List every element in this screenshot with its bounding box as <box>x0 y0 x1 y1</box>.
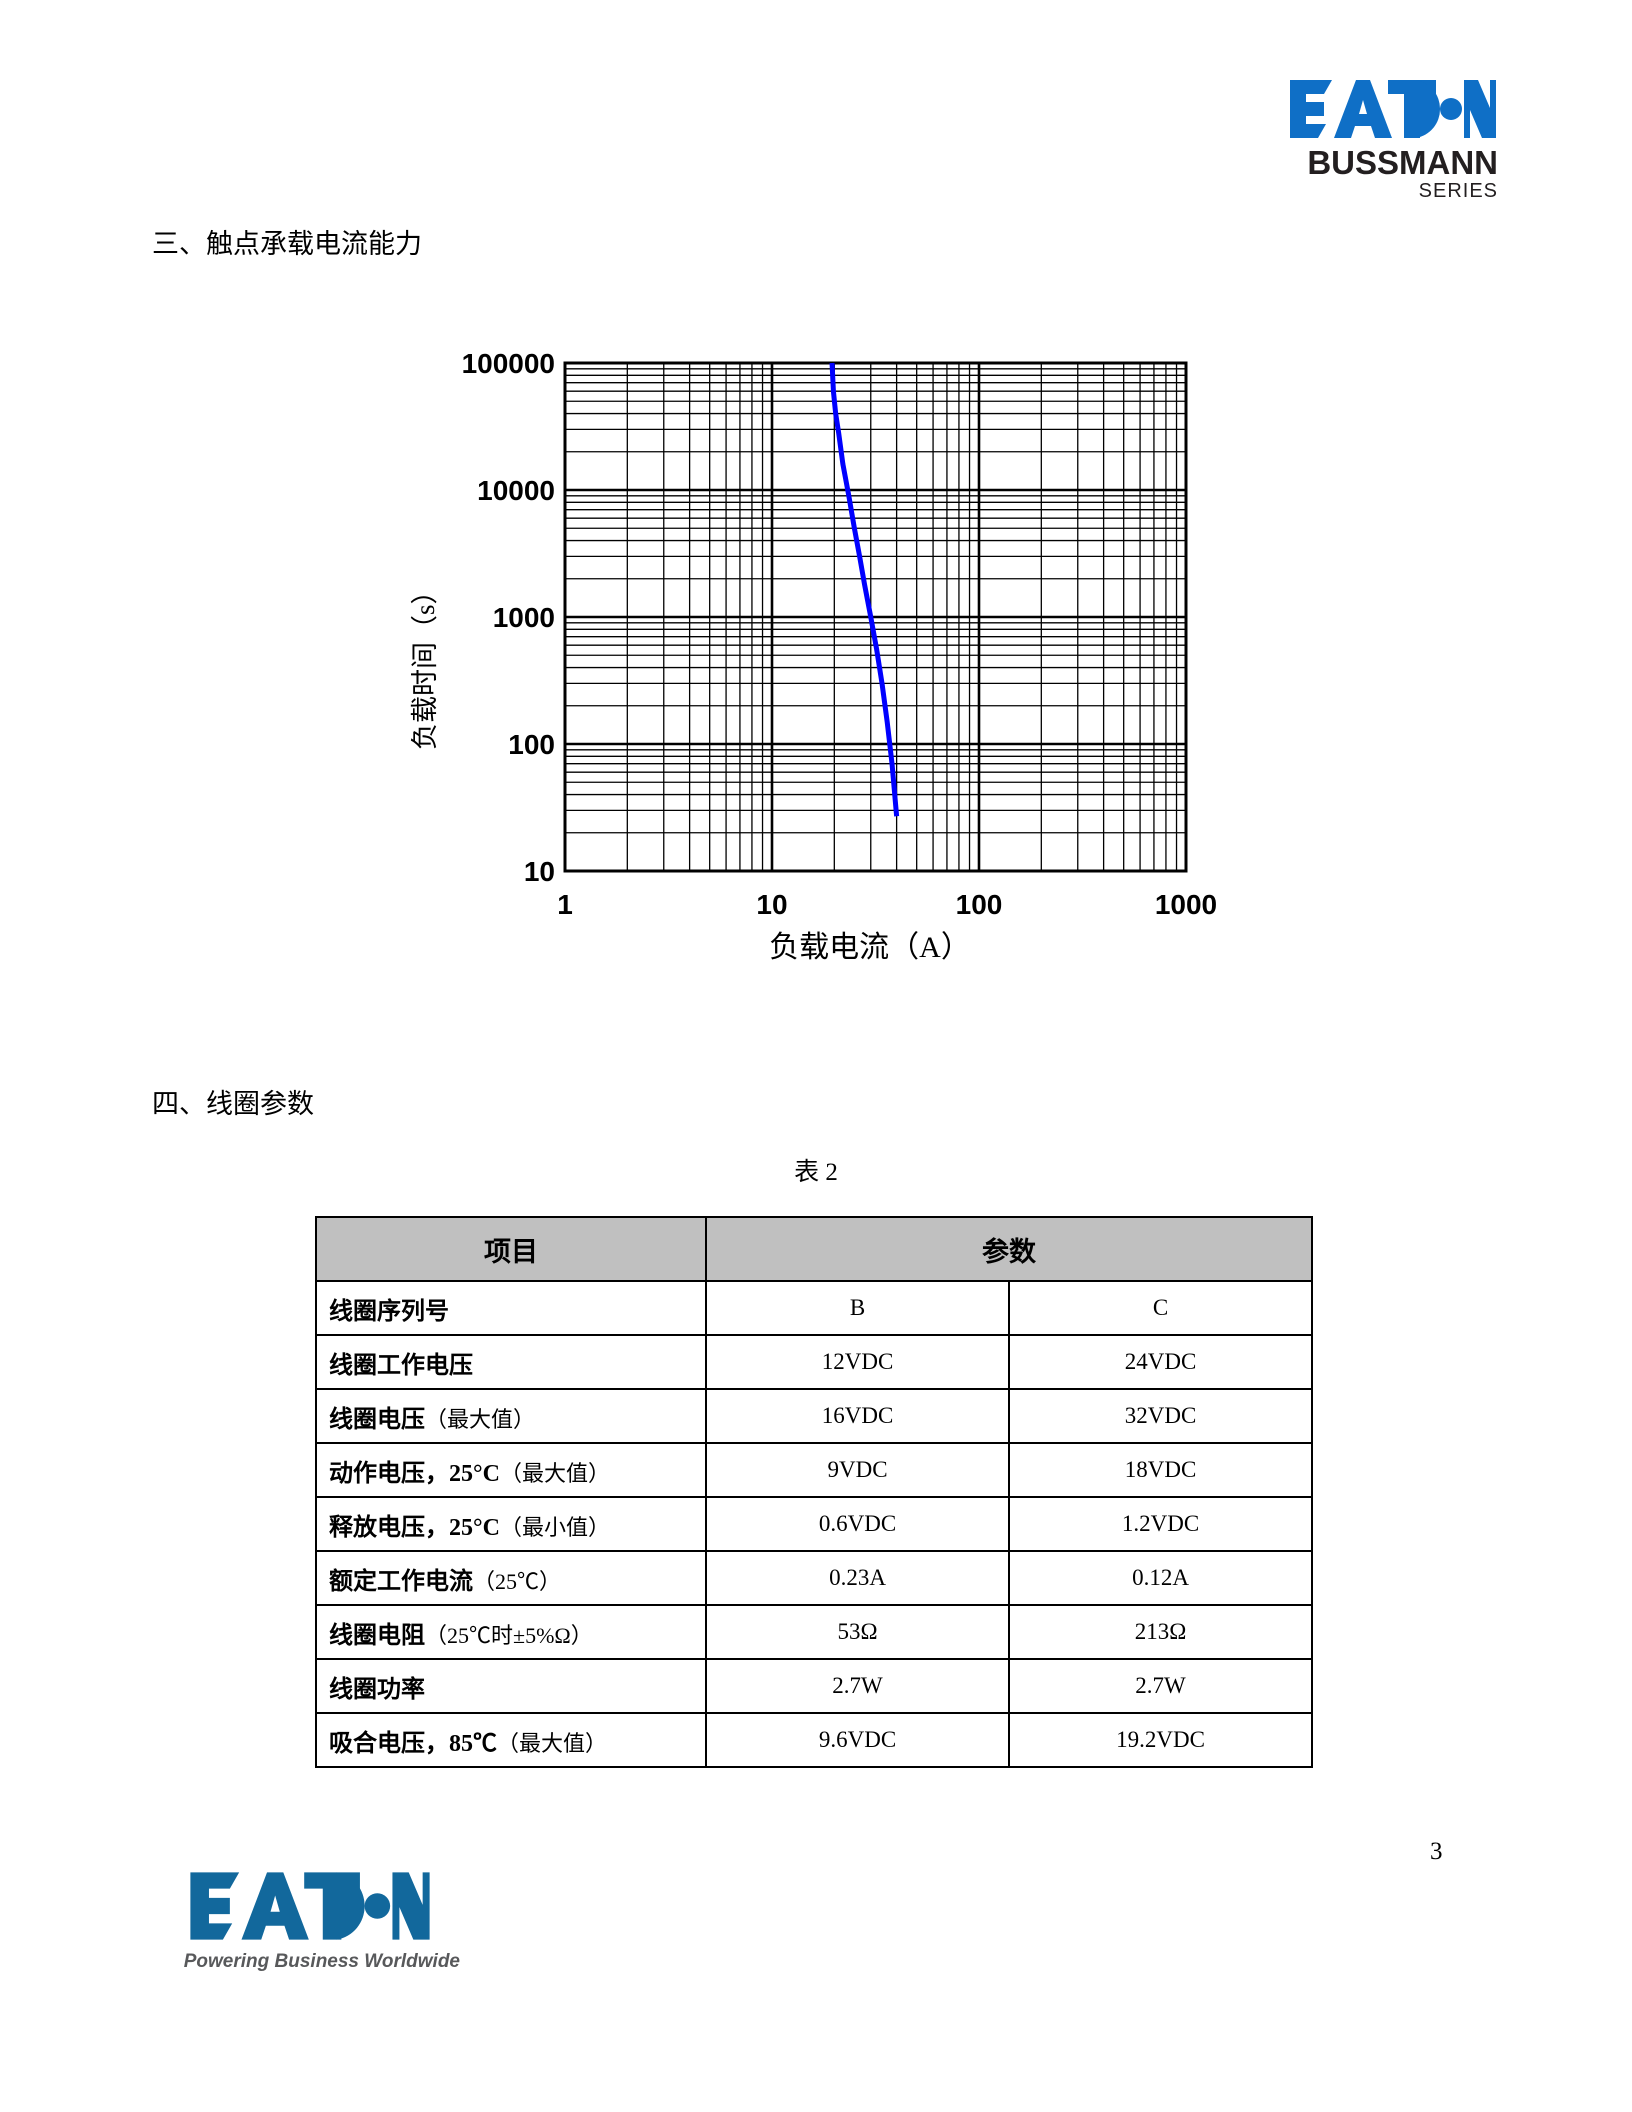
item-note: （25℃时±5%Ω） <box>425 1622 593 1648</box>
svg-text:10000: 10000 <box>477 475 555 506</box>
table-cell-item: 动作电压，25°C（最大值） <box>315 1442 707 1498</box>
header-logo: BUSSMANN SERIES <box>1288 78 1498 208</box>
svg-text:10: 10 <box>756 889 787 920</box>
item-label: 线圈电压 <box>329 1406 425 1433</box>
table-row: 线圈工作电压 12VDC 24VDC <box>315 1334 1313 1390</box>
chart-x-axis-label: 负载电流（A） <box>769 931 971 964</box>
chart-svg: 负载时间（s） 100000 10000 1000 100 10 1 10 10… <box>410 348 1217 964</box>
footer-logo: Powering Business Worldwide <box>160 1870 460 1973</box>
table-cell-item: 线圈电阻（25℃时±5%Ω） <box>315 1604 707 1660</box>
contact-current-chart: 负载时间（s） 100000 10000 1000 100 10 1 10 10… <box>400 320 1220 970</box>
table-cell-item: 线圈功率 <box>315 1658 707 1714</box>
table-cell-value-b: 9.6VDC <box>705 1712 1010 1768</box>
table-cell-value-c: 213Ω <box>1008 1604 1313 1660</box>
svg-text:1000: 1000 <box>1155 889 1217 920</box>
table-cell-value-b: 12VDC <box>705 1334 1010 1390</box>
table-cell-value-c: 18VDC <box>1008 1442 1313 1498</box>
eaton-wordmark-footer-icon <box>190 1872 430 1940</box>
item-label: 线圈序列号 <box>329 1298 449 1325</box>
page-number: 3 <box>1430 1838 1443 1865</box>
item-label: 吸合电压，85℃ <box>329 1730 497 1757</box>
table-cell-value-b: 53Ω <box>705 1604 1010 1660</box>
svg-text:1: 1 <box>557 889 573 920</box>
table-cell-value-c: C <box>1008 1280 1313 1336</box>
item-label: 释放电压，25°C <box>329 1514 500 1541</box>
table-cell-value-b: B <box>705 1280 1010 1336</box>
table-cell-value-b: 9VDC <box>705 1442 1010 1498</box>
table-cell-value-c: 32VDC <box>1008 1388 1313 1444</box>
item-note: （最小值） <box>499 1514 610 1540</box>
chart-grid <box>563 361 1188 873</box>
eaton-wordmark-icon <box>1290 80 1496 138</box>
table-cell-value-c: 1.2VDC <box>1008 1496 1313 1552</box>
table-row: 线圈序列号 B C <box>315 1280 1313 1336</box>
table-row: 动作电压，25°C（最大值） 9VDC 18VDC <box>315 1442 1313 1498</box>
item-note: （最大值） <box>497 1730 608 1756</box>
table-header-row: 项目 参数 <box>315 1216 1313 1282</box>
item-label: 额定工作电流 <box>329 1568 473 1595</box>
svg-text:10: 10 <box>524 856 555 887</box>
table-cell-item: 释放电压，25°C（最小值） <box>315 1496 707 1552</box>
svg-text:100: 100 <box>508 729 555 760</box>
table-row: 吸合电压，85℃（最大值） 9.6VDC 19.2VDC <box>315 1712 1313 1768</box>
bussmann-label: BUSSMANN <box>1307 144 1498 181</box>
chart-x-tick-labels: 1 10 100 1000 <box>557 889 1217 920</box>
table-cell-value-c: 24VDC <box>1008 1334 1313 1390</box>
item-note: （25℃） <box>473 1568 562 1594</box>
table-body: 线圈序列号 B C 线圈工作电压 12VDC 24VDC 线圈电压（最大值） 16VDC 32V… <box>315 1280 1313 1768</box>
svg-text:100000: 100000 <box>462 348 555 379</box>
table-cell-item: 额定工作电流（25℃） <box>315 1550 707 1606</box>
table-cell-item: 线圈电压（最大值） <box>315 1388 707 1444</box>
series-label: SERIES <box>1418 180 1498 202</box>
item-note: （最大值） <box>499 1460 610 1486</box>
item-label: 线圈电阻 <box>329 1622 425 1649</box>
table-cell-value-c: 2.7W <box>1008 1658 1313 1714</box>
item-label: 线圈工作电压 <box>329 1352 473 1379</box>
table-header-parameters: 参数 <box>705 1216 1313 1282</box>
table-caption: 表 2 <box>794 1159 838 1186</box>
table-cell-item: 线圈序列号 <box>315 1280 707 1336</box>
table-cell-item: 线圈工作电压 <box>315 1334 707 1390</box>
chart-y-tick-labels: 100000 10000 1000 100 10 <box>462 348 555 887</box>
footer-tagline: Powering Business Worldwide <box>183 1951 460 1972</box>
chart-data-curve <box>829 362 900 817</box>
table-header-item: 项目 <box>315 1216 707 1282</box>
table-cell-value-b: 0.6VDC <box>705 1496 1010 1552</box>
table-cell-item: 吸合电压，85℃（最大值） <box>315 1712 707 1768</box>
coil-parameters-table: 项目 参数 线圈序列号 B C 线圈工作电压 12VDC 24VDC 线圈电压（最大值） 16… <box>315 1216 1313 1768</box>
table-cell-value-c: 19.2VDC <box>1008 1712 1313 1768</box>
table-cell-value-c: 0.12A <box>1008 1550 1313 1606</box>
table-row: 线圈电阻（25℃时±5%Ω） 53Ω 213Ω <box>315 1604 1313 1660</box>
table-row: 线圈电压（最大值） 16VDC 32VDC <box>315 1388 1313 1444</box>
table-row: 线圈功率 2.7W 2.7W <box>315 1658 1313 1714</box>
section-heading-coil-parameters: 四、线圈参数 <box>152 1089 314 1119</box>
item-label: 线圈功率 <box>329 1676 425 1703</box>
chart-y-axis-label: 负载时间（s） <box>410 577 440 750</box>
item-note: （最大值） <box>425 1406 536 1432</box>
table-row: 额定工作电流（25℃） 0.23A 0.12A <box>315 1550 1313 1606</box>
item-label: 动作电压，25°C <box>329 1460 500 1487</box>
table-cell-value-b: 2.7W <box>705 1658 1010 1714</box>
svg-text:1000: 1000 <box>493 602 555 633</box>
table-row: 释放电压，25°C（最小值） 0.6VDC 1.2VDC <box>315 1496 1313 1552</box>
table-cell-value-b: 0.23A <box>705 1550 1010 1606</box>
table-cell-value-b: 16VDC <box>705 1388 1010 1444</box>
section-heading-contact-capacity: 三、触点承载电流能力 <box>152 229 422 259</box>
svg-text:100: 100 <box>956 889 1003 920</box>
